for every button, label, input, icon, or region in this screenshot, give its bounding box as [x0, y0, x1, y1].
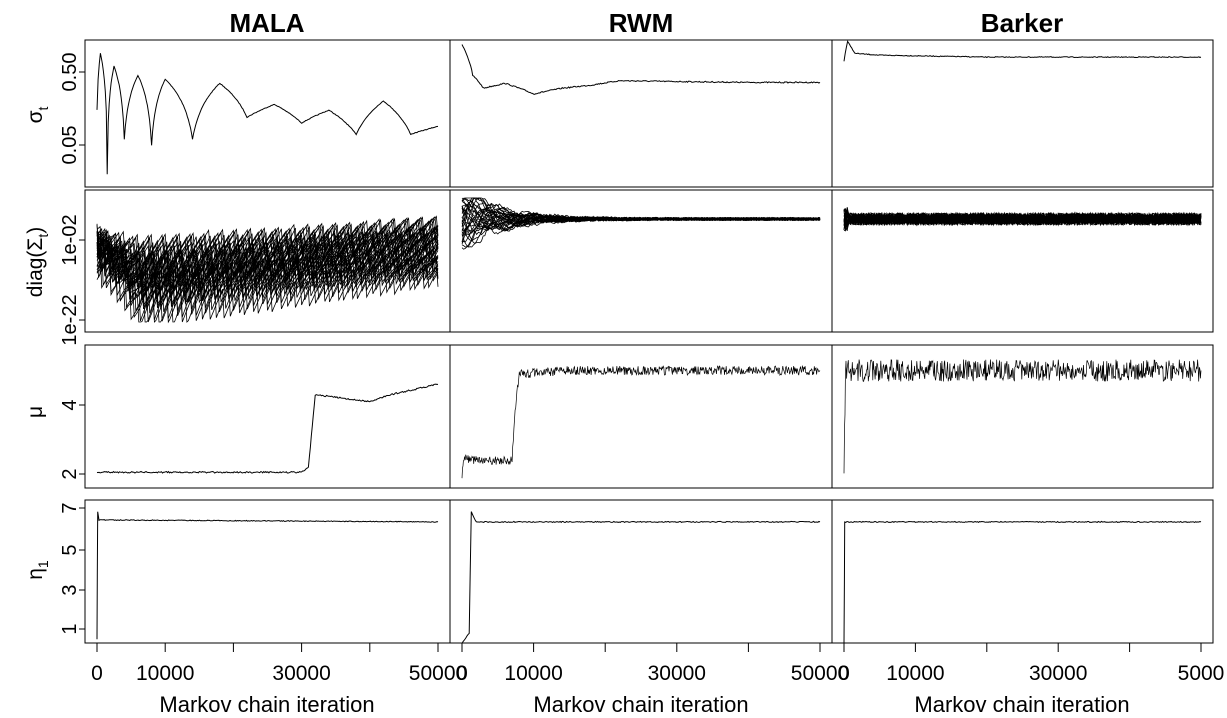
ytick-eta-1: 1: [59, 623, 81, 634]
trace-mala-diag-13: [96, 225, 439, 267]
column-title-rwm: RWM: [609, 8, 674, 38]
ylabel-diag-sigma: diag(Σt): [24, 227, 51, 298]
xtick-label-rwm-30000: 30000: [648, 662, 706, 685]
trace-mala-eta: [96, 511, 439, 640]
panel-frame-barker-diag: [831, 189, 1214, 333]
trace-rwm-diag-29: [461, 208, 821, 226]
panel-frame-barker-eta: [831, 499, 1214, 644]
trace-barker-diag-29: [843, 212, 1202, 232]
panel-frame-rwm-sigma: [449, 39, 833, 188]
trace-rwm-sigma: [461, 44, 821, 95]
trace-barker-sigma: [843, 40, 1202, 62]
ytick-diag-1e02: 1e-02: [59, 214, 81, 265]
ytick-diag-1e22: 1e-22: [59, 294, 81, 345]
xtick-label-mala-50000: 50000: [409, 662, 467, 685]
trace-mala-diag-6: [96, 223, 439, 271]
trace-mala-diag-7: [96, 225, 439, 288]
trace-rwm-mu: [461, 365, 821, 479]
ytick-sigma-050: 0.50: [59, 53, 81, 92]
trace-mala-diag-15: [96, 231, 439, 284]
xtick-label-mala-0: 0: [91, 662, 103, 685]
trace-mala-diag-36: [96, 247, 439, 323]
xtick-label-rwm-50000: 50000: [791, 662, 849, 685]
panel-frame-rwm-diag: [449, 189, 833, 333]
xtick-label-barker-30000: 30000: [1029, 662, 1087, 685]
trace-barker-mu: [843, 359, 1202, 474]
xtick-label-mala-10000: 10000: [136, 662, 194, 685]
panel-frame-mala-mu: [84, 344, 451, 489]
trace-mala-diag-39: [96, 255, 439, 324]
ytick-sigma-005: 0.05: [59, 126, 81, 165]
trace-mala-sigma: [96, 53, 439, 175]
trace-mala-diag-38: [96, 225, 439, 301]
ylabel-eta: η1: [24, 560, 51, 580]
xtick-label-barker-0: 0: [838, 662, 850, 685]
ytick-mu-4: 4: [59, 399, 81, 410]
panel-frame-mala-sigma: [84, 39, 451, 188]
y-tick-labels: 0.50 0.05 1e-02 1e-22 4 2 7 5 3 1: [59, 53, 81, 635]
ylabel-sigma: σt: [24, 106, 51, 123]
trace-mala-mu: [96, 383, 439, 474]
ytick-eta-7: 7: [59, 502, 81, 513]
panel-frame-barker-sigma: [831, 39, 1214, 188]
ytick-mu-2: 2: [59, 468, 81, 479]
ytick-eta-3: 3: [59, 584, 81, 595]
panel-frame-barker-mu: [831, 344, 1214, 489]
trace-mala-diag-29: [96, 236, 439, 310]
xlabel-barker: Markov chain iteration: [914, 692, 1129, 717]
column-title-mala: MALA: [229, 8, 304, 38]
xlabel-rwm: Markov chain iteration: [533, 692, 748, 717]
column-title-barker: Barker: [981, 8, 1063, 38]
trace-rwm-eta: [461, 511, 821, 644]
xtick-label-rwm-10000: 10000: [504, 662, 562, 685]
trace-mala-diag-30: [96, 230, 439, 299]
xtick-label-barker-50000: 5000: [1178, 662, 1225, 685]
xtick-label-rwm-0: 0: [456, 662, 468, 685]
ytick-eta-5: 5: [59, 544, 81, 555]
trace-mala-diag-23: [96, 223, 439, 282]
ylabel-mu: μ: [24, 406, 47, 418]
xtick-label-mala-30000: 30000: [272, 662, 330, 685]
xlabel-mala: Markov chain iteration: [159, 692, 374, 717]
xtick-label-barker-10000: 10000: [886, 662, 944, 685]
trace-barker-eta: [843, 520, 1202, 644]
